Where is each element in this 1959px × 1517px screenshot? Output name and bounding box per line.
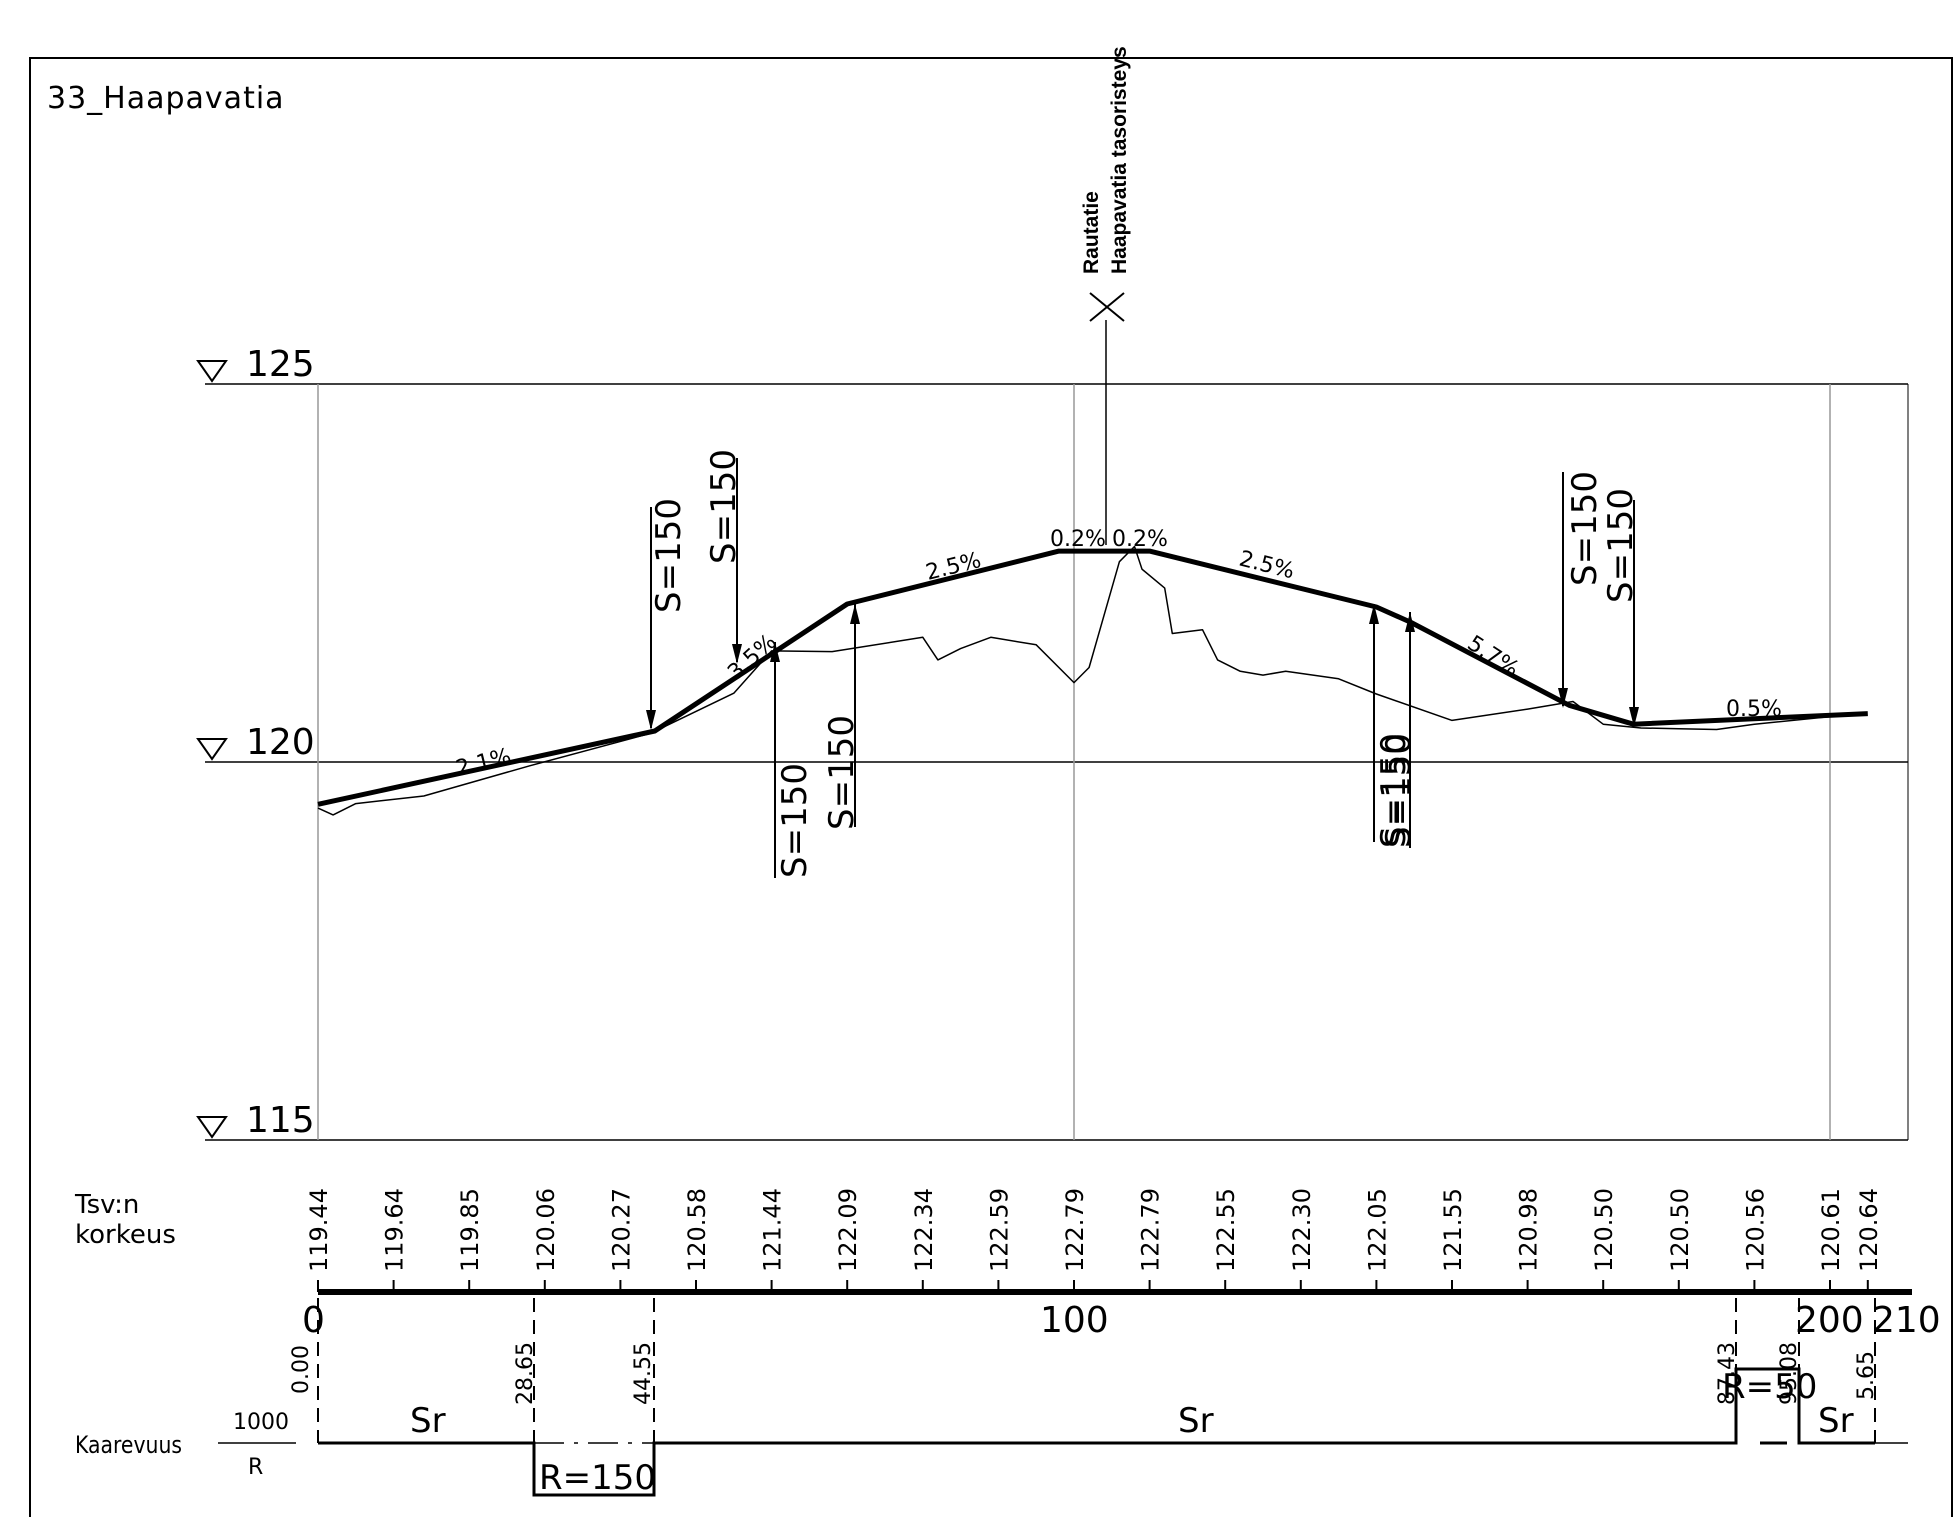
curvature-diagram [317, 1298, 1908, 1497]
station-label: 0 [302, 1300, 325, 1341]
svg-text:S=150: S=150 [1601, 488, 1641, 603]
svg-text:120: 120 [246, 722, 315, 763]
height-value: 122.79 [1137, 1188, 1165, 1272]
railway-crossing: Rautatie Haapavatia tasoristeys [1080, 46, 1131, 545]
drawing-title: 33_Haapavatia [47, 81, 285, 116]
station-label: 200 [1795, 1300, 1864, 1341]
height-value: 122.05 [1363, 1188, 1391, 1272]
curvature-station: 28.65 [513, 1342, 538, 1405]
elevation-marker-125: 125 [196, 344, 315, 385]
svg-text:115: 115 [246, 1100, 315, 1141]
svg-text:S=150: S=150 [1565, 471, 1605, 586]
curve-arrow: S=150 [822, 604, 862, 830]
elevation-grid [205, 383, 1909, 1141]
triangle-marker-icon [196, 360, 228, 383]
height-value: 120.27 [607, 1188, 635, 1272]
triangle-marker-icon [196, 1116, 228, 1139]
svg-text:S=150: S=150 [649, 498, 689, 613]
curvature-segment: R=150 [539, 1458, 656, 1498]
design-profile-line [317, 548, 1868, 807]
svg-text:S=150: S=150 [1379, 733, 1419, 848]
svg-text:S=150: S=150 [775, 763, 815, 878]
elevation-marker-120: 120 [196, 722, 315, 763]
height-value: 122.59 [985, 1188, 1013, 1272]
crossing-label-name: Haapavatia tasoristeys [1108, 46, 1131, 274]
height-value: 119.44 [305, 1188, 333, 1272]
curve-arrow: S=150 [1558, 471, 1605, 708]
curvature-segment: Sr [1178, 1401, 1214, 1441]
slope-label: 0.2% [1050, 527, 1106, 552]
height-value: 120.06 [532, 1188, 560, 1272]
curvature-station: 44.55 [631, 1342, 656, 1405]
height-value: 120.50 [1590, 1188, 1618, 1272]
slope-label: 0.2% [1112, 527, 1168, 552]
height-value: 119.85 [456, 1188, 484, 1272]
height-value: 122.79 [1061, 1188, 1089, 1272]
curve-arrow: S=150 [1601, 488, 1641, 727]
height-row-label: korkeus [75, 1220, 176, 1250]
crossing-label-railway: Rautatie [1080, 191, 1103, 274]
curvature-station: 87.43 [1715, 1342, 1740, 1405]
height-values: 119.44 119.64 119.85 120.06 120.27 120.58 121.… [305, 1188, 1883, 1272]
drawing-frame [29, 57, 1953, 1517]
curve-arrow: S=150 [704, 449, 744, 664]
height-value: 120.58 [683, 1188, 711, 1272]
height-value: 120.61 [1817, 1188, 1845, 1272]
elevation-marker-115: 115 [196, 1100, 315, 1141]
curvature-row-label: Kaarevuus [75, 1431, 182, 1459]
height-value: 120.56 [1741, 1188, 1769, 1272]
triangle-marker-icon [196, 738, 228, 761]
curve-arrow: S=150 [1369, 604, 1414, 848]
curvature-station: 95.08 [1777, 1342, 1802, 1405]
ground-profile-line [317, 545, 1831, 816]
curvature-denominator: R [248, 1455, 263, 1480]
svg-text:S=150: S=150 [822, 715, 862, 830]
curvature-segment: R=50 [1722, 1367, 1817, 1407]
height-value: 120.50 [1666, 1188, 1694, 1272]
curve-arrow: S=150 [1379, 612, 1419, 848]
curvature-station: 5.65 [1854, 1351, 1879, 1400]
station-label: 210 [1872, 1300, 1941, 1341]
height-value: 120.98 [1515, 1188, 1543, 1272]
curvature-segment: Sr [1818, 1401, 1854, 1441]
curvature-station: 0.00 [289, 1345, 314, 1394]
height-value: 122.34 [910, 1188, 938, 1272]
profile-series [317, 545, 1868, 816]
height-value: 120.64 [1855, 1188, 1883, 1272]
height-value: 122.30 [1288, 1188, 1316, 1272]
svg-text:S=150: S=150 [1374, 733, 1414, 848]
height-value: 119.64 [381, 1188, 409, 1272]
curve-arrow: S=150 [646, 498, 689, 730]
height-value: 122.09 [834, 1188, 862, 1272]
curvature-numerator: 1000 [233, 1410, 289, 1435]
station-label: 100 [1040, 1300, 1109, 1341]
svg-text:125: 125 [246, 344, 315, 385]
height-value: 122.55 [1212, 1188, 1240, 1272]
curve-arrow: S=150 [770, 642, 815, 878]
svg-text:S=150: S=150 [704, 449, 744, 564]
height-value: 121.55 [1439, 1188, 1467, 1272]
height-row-label: Tsv:n [74, 1190, 139, 1220]
station-ticks [317, 1280, 1869, 1292]
height-value: 121.44 [759, 1188, 787, 1272]
curvature-segment: Sr [410, 1401, 446, 1441]
